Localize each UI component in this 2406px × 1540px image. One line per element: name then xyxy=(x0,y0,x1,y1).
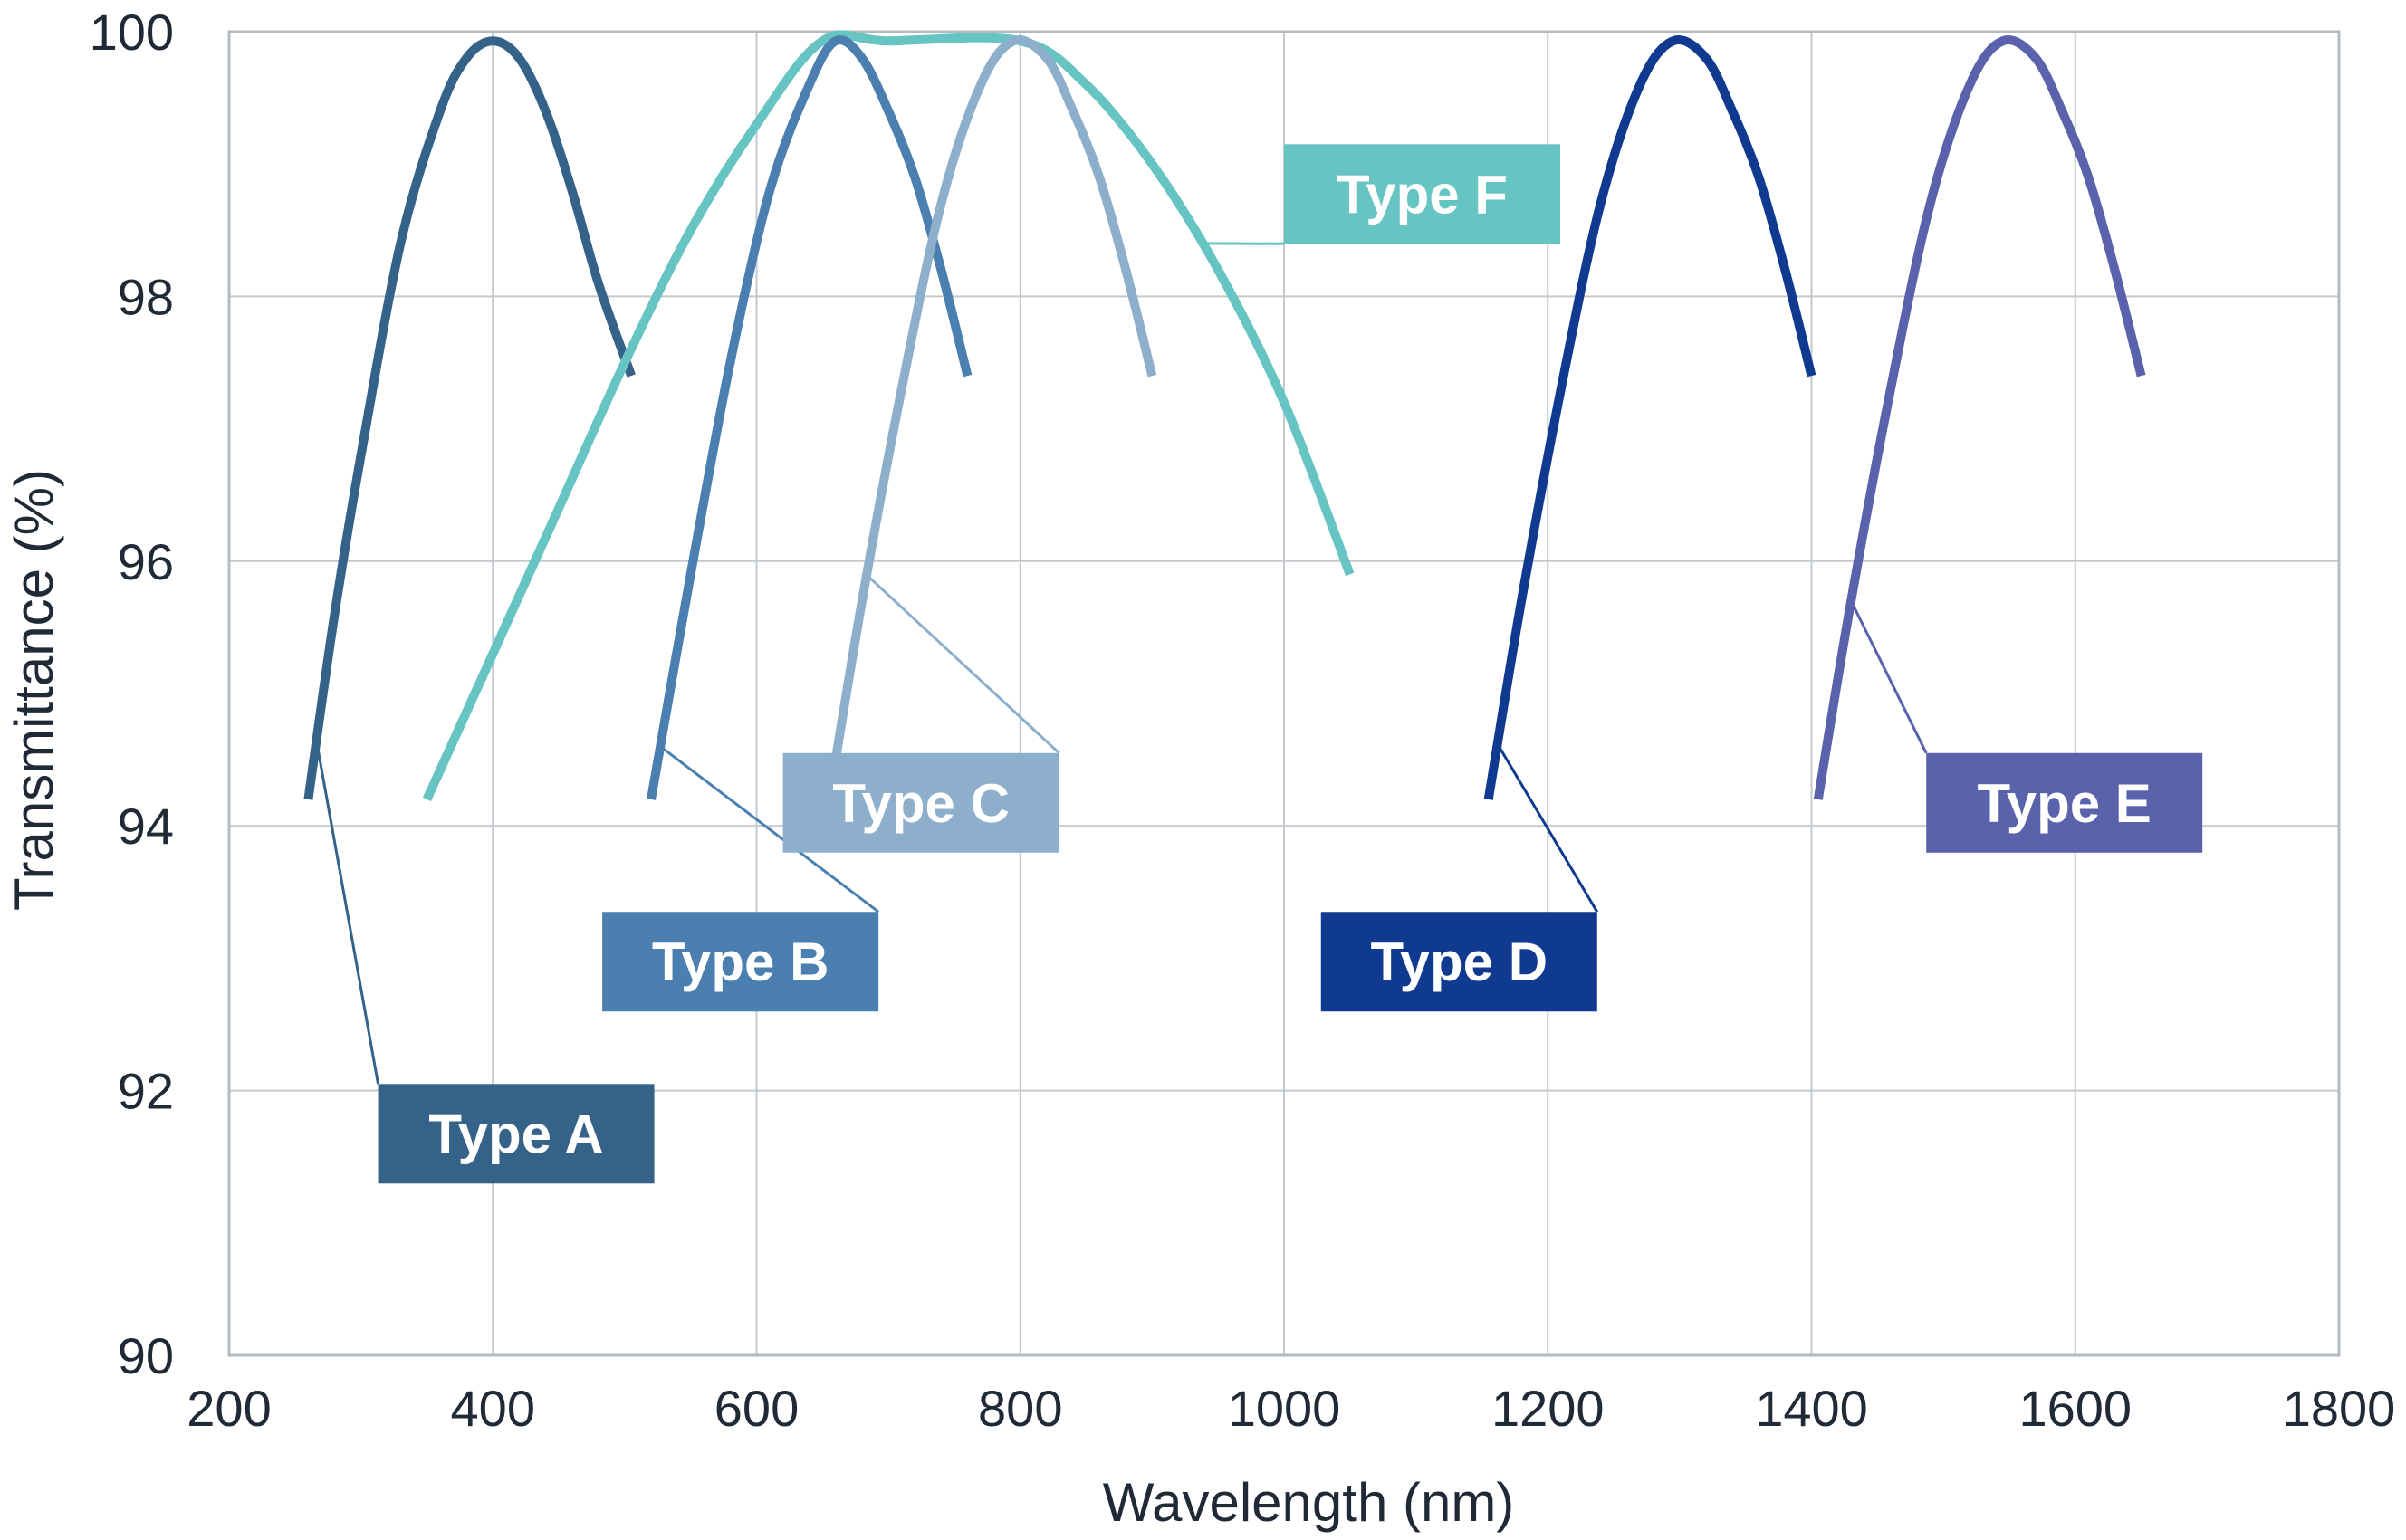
series-line-type-c xyxy=(824,35,1157,800)
series-line-type-f xyxy=(422,30,1355,802)
callout-box xyxy=(1284,144,1560,244)
y-tick-label: 96 xyxy=(118,533,174,590)
callout-label: Type D xyxy=(1370,932,1548,992)
series-callouts: Type A Type B Type C Type D Type E Type F xyxy=(316,144,2203,1184)
callout-leader-line xyxy=(316,746,380,1085)
callout-box xyxy=(602,912,879,1012)
callout-leader-line xyxy=(1849,599,1928,754)
callout-label: Type A xyxy=(428,1104,603,1164)
x-tick-label: 1800 xyxy=(2283,1380,2396,1437)
callout-type-d: Type D xyxy=(1320,745,1599,1012)
x-tick-label: 200 xyxy=(187,1380,271,1437)
x-tick-label: 800 xyxy=(978,1380,1062,1437)
tick-labels: 200 400 600 800 1000 1200 1400 1600 1800 90 92 94 96… xyxy=(90,4,2396,1437)
series-line-type-e xyxy=(1813,35,2146,800)
x-tick-label: 600 xyxy=(714,1380,799,1437)
series-line-type-d xyxy=(1483,35,1816,800)
x-tick-label: 1400 xyxy=(1755,1380,1868,1437)
callout-leader-line xyxy=(1498,745,1599,913)
callout-box xyxy=(782,752,1059,853)
x-tick-label: 400 xyxy=(451,1380,535,1437)
y-tick-label: 100 xyxy=(90,4,174,61)
x-tick-label: 1000 xyxy=(1228,1380,1341,1437)
callout-leader-line xyxy=(659,745,880,913)
callout-type-a: Type A xyxy=(316,746,655,1184)
callout-label: Type C xyxy=(832,773,1010,834)
series-lines xyxy=(303,30,2146,802)
callout-box xyxy=(378,1084,655,1184)
callout-type-c: Type C xyxy=(782,573,1060,853)
y-tick-label: 90 xyxy=(118,1327,174,1384)
x-tick-label: 1200 xyxy=(1491,1380,1605,1437)
y-tick-label: 94 xyxy=(118,798,174,855)
plot-frame xyxy=(227,30,2341,1357)
callout-box xyxy=(1320,912,1597,1012)
y-tick-label: 98 xyxy=(118,268,174,325)
series-line-type-b xyxy=(647,35,973,800)
callout-type-e: Type E xyxy=(1849,599,2203,853)
x-tick-label: 1600 xyxy=(2018,1380,2132,1437)
callout-label: Type B xyxy=(652,932,829,992)
callout-box xyxy=(1926,752,2203,853)
callout-label: Type F xyxy=(1337,164,1508,225)
callout-type-b: Type B xyxy=(602,745,880,1012)
callout-type-f: Type F xyxy=(1204,144,1560,245)
callout-label: Type E xyxy=(1978,773,2152,834)
callout-leader-line xyxy=(865,573,1060,754)
series-line-type-a xyxy=(303,36,636,800)
x-axis-title: Wavelength (nm) xyxy=(1103,1472,1515,1533)
y-tick-label: 92 xyxy=(118,1063,174,1120)
y-axis-title: Transmittance (%) xyxy=(4,469,64,911)
